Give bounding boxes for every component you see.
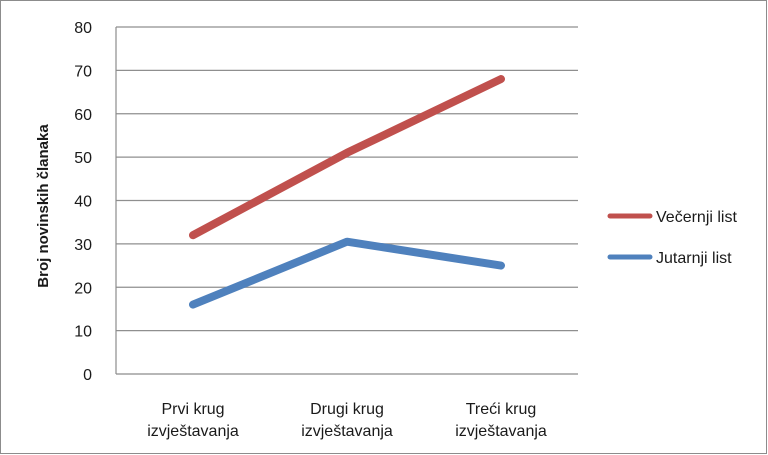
x-category-label: Treći krug izvještavanja [455,401,547,440]
y-tick-label: 40 [74,194,92,211]
y-tick-label: 10 [74,324,92,341]
y-tick-label: 50 [74,150,92,167]
y-tick-label: 0 [83,367,92,384]
y-tick-label: 80 [74,20,92,37]
x-axis-categories: Prvi krug izvještavanja Drugi krug izvješta… [147,401,547,440]
legend: Večernji list Jutarnji list [607,209,737,267]
legend-label: Jutarnji list [656,250,732,267]
y-tick-label: 60 [74,107,92,124]
x-category-label: Drugi krug izvještavanja [301,401,393,440]
y-axis-ticks: 0 10 20 30 40 50 60 70 80 [74,20,92,384]
y-tick-label: 30 [74,237,92,254]
y-axis-label: Broj novinskih članaka [35,124,52,288]
series-line [189,237,505,309]
gridlines [115,26,578,375]
y-tick-label: 20 [74,280,92,297]
legend-label: Večernji list [656,209,737,226]
x-category-label: Prvi krug izvještavanja [147,401,239,440]
y-tick-label: 70 [74,63,92,80]
series-lines [189,75,505,309]
